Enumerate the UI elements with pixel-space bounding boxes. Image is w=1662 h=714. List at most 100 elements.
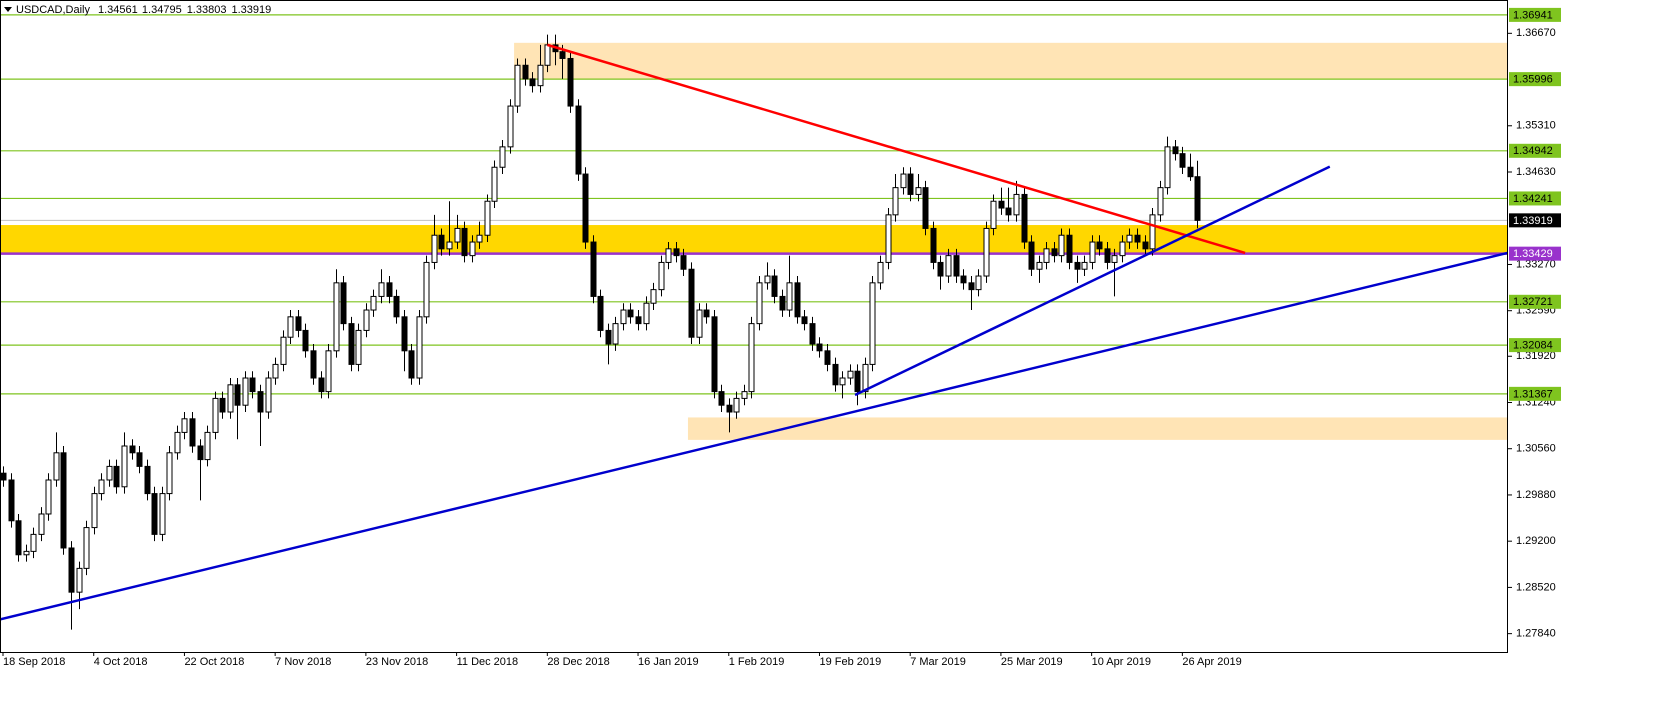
candle-body — [484, 200, 491, 236]
candle-body — [227, 384, 234, 413]
level-box — [1509, 191, 1561, 206]
candle-body — [688, 268, 695, 338]
candle-body — [295, 316, 302, 331]
level-label: 1.32721 — [1513, 296, 1553, 308]
candle-body — [567, 57, 574, 107]
header-high: 1.34795 — [142, 4, 182, 16]
candle-body — [325, 350, 332, 393]
level-label: 1.34241 — [1513, 193, 1553, 205]
candle-body — [30, 533, 37, 552]
zone — [514, 42, 1508, 80]
candle-body — [204, 431, 211, 461]
levels — [0, 14, 1508, 395]
candle-body — [620, 309, 627, 325]
candle-body — [801, 316, 808, 325]
candle-body — [650, 289, 657, 304]
candle-body — [794, 282, 801, 318]
x-tick-label: 18 Sep 2018 — [3, 656, 65, 668]
candle-body — [748, 323, 755, 393]
x-tick-label: 16 Jan 2019 — [638, 656, 699, 668]
candle-body — [340, 282, 347, 325]
candle-body — [287, 316, 294, 338]
candle-body — [431, 234, 438, 263]
candle-body — [249, 377, 256, 393]
candle-body — [544, 44, 551, 66]
candle-body — [1066, 234, 1073, 263]
candle-body — [590, 241, 597, 297]
candle-body — [121, 445, 128, 488]
candle-body — [38, 513, 45, 535]
chart-header: USDCAD,Daily 1.34561 1.34795 1.33803 1.33919 — [16, 4, 271, 16]
candle-body — [575, 105, 582, 175]
trendlines — [0, 43, 1508, 621]
candle-body — [809, 323, 816, 345]
candle-body — [816, 343, 823, 352]
candle-body — [1104, 248, 1111, 263]
candle-body — [45, 479, 52, 515]
support-box — [1509, 246, 1561, 261]
candle-body — [892, 187, 899, 216]
candle-body — [680, 255, 687, 270]
candle-body — [983, 227, 990, 277]
candles — [0, 34, 1201, 630]
candle-body — [726, 404, 733, 413]
level-label: 1.35996 — [1513, 74, 1553, 86]
candle-body — [416, 316, 423, 379]
x-tick-label: 4 Oct 2018 — [94, 656, 148, 668]
candle-body — [408, 350, 415, 379]
candle-body — [174, 431, 181, 454]
x-tick-label: 7 Mar 2019 — [910, 656, 966, 668]
candle-body — [212, 397, 219, 433]
candle-body — [1089, 241, 1096, 263]
candle-body — [696, 309, 703, 338]
candle-body — [597, 295, 604, 331]
candle-body — [257, 391, 264, 413]
candle-body — [1036, 261, 1043, 270]
y-tick-label: 1.29200 — [1516, 535, 1556, 547]
candle-body — [151, 493, 158, 535]
menu-arrow[interactable] — [4, 7, 12, 12]
x-tick-label: 7 Nov 2018 — [275, 656, 331, 668]
candle-body — [1013, 193, 1020, 216]
candle-body — [106, 465, 113, 481]
candle-body — [333, 282, 340, 352]
x-tick-label: 26 Apr 2019 — [1182, 656, 1241, 668]
candle-body — [643, 302, 650, 325]
candle-body — [1058, 234, 1065, 257]
candle-body — [854, 370, 861, 393]
support-label: 1.33429 — [1513, 248, 1553, 260]
candle-body — [885, 214, 892, 263]
candle-body — [1142, 241, 1149, 250]
candle-body — [1134, 234, 1141, 243]
candle-body — [423, 261, 430, 318]
candle-body — [1051, 248, 1058, 257]
candle-body — [363, 309, 370, 331]
candle-body — [998, 200, 1005, 209]
candle-body — [1096, 241, 1103, 250]
candle-body — [514, 64, 521, 107]
candle-body — [446, 241, 453, 250]
y-tick-label: 1.31920 — [1516, 350, 1556, 362]
candle-body — [91, 493, 98, 529]
candle-body — [1187, 166, 1194, 178]
candle-body — [113, 465, 120, 488]
candle-body — [953, 255, 960, 277]
candle-body — [703, 309, 710, 318]
level-box — [1509, 386, 1561, 401]
candle-body — [1149, 214, 1156, 250]
candle-body — [900, 173, 907, 189]
x-tick-label: 10 Apr 2019 — [1092, 656, 1151, 668]
candle-body — [23, 550, 30, 556]
trendline — [546, 43, 1246, 255]
level-label: 1.32084 — [1513, 340, 1553, 352]
candle-body — [1005, 207, 1012, 216]
candle-body — [930, 227, 937, 263]
candle-body — [907, 173, 914, 195]
x-tick-label: 19 Feb 2019 — [819, 656, 881, 668]
candle-body — [1074, 261, 1081, 270]
candle-body — [839, 377, 846, 386]
candle-body — [605, 329, 612, 345]
x-tick-label: 22 Oct 2018 — [184, 656, 244, 668]
price-box — [1509, 213, 1561, 228]
candle-body — [612, 323, 619, 345]
